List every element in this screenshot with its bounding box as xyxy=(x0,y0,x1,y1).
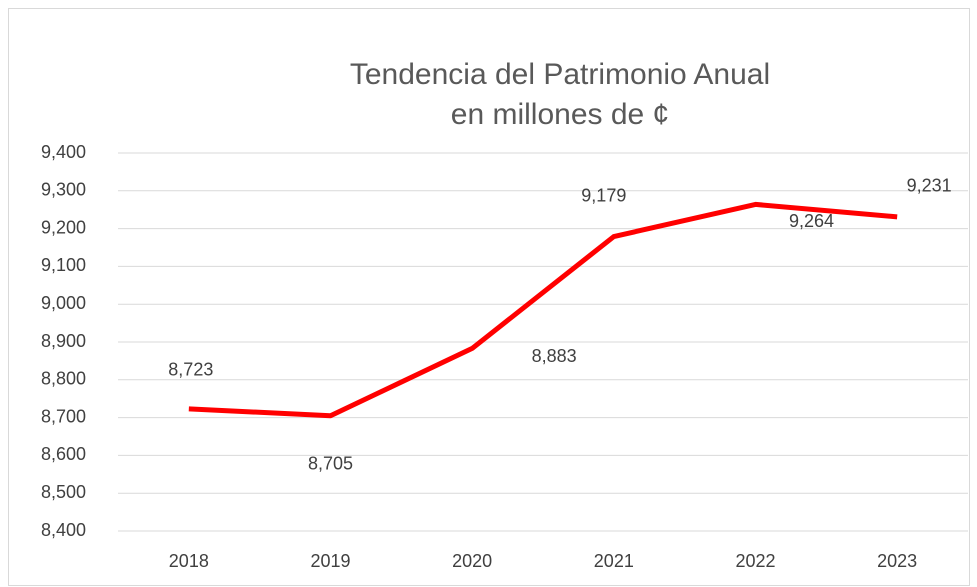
x-tick-label: 2020 xyxy=(452,551,492,571)
y-tick-label: 8,500 xyxy=(41,482,86,502)
y-tick-label: 9,000 xyxy=(41,293,86,313)
data-label: 8,883 xyxy=(532,346,577,366)
chart-frame xyxy=(8,8,970,586)
data-label: 9,231 xyxy=(907,176,952,196)
y-tick-label: 8,700 xyxy=(41,406,86,426)
data-label: 9,264 xyxy=(789,211,834,231)
chart-title: Tendencia del Patrimonio Anual xyxy=(350,58,770,91)
y-tick-label: 8,900 xyxy=(41,331,86,351)
x-tick-label: 2019 xyxy=(310,551,350,571)
x-tick-label: 2023 xyxy=(877,551,917,571)
y-tick-label: 9,100 xyxy=(41,255,86,275)
data-label: 8,723 xyxy=(168,360,213,380)
y-tick-label: 9,300 xyxy=(41,180,86,200)
y-tick-label: 9,200 xyxy=(41,217,86,237)
data-line xyxy=(188,201,898,419)
y-tick-label: 8,600 xyxy=(41,444,86,464)
data-label: 9,179 xyxy=(581,185,626,205)
chart-subtitle: en millones de ¢ xyxy=(451,98,669,131)
x-tick-label: 2022 xyxy=(735,551,775,571)
x-tick-label: 2021 xyxy=(594,551,634,571)
data-label: 8,705 xyxy=(308,453,353,473)
y-tick-label: 8,800 xyxy=(41,369,86,389)
y-tick-label: 9,400 xyxy=(41,142,86,162)
y-tick-label: 8,400 xyxy=(41,520,86,540)
x-tick-label: 2018 xyxy=(169,551,209,571)
